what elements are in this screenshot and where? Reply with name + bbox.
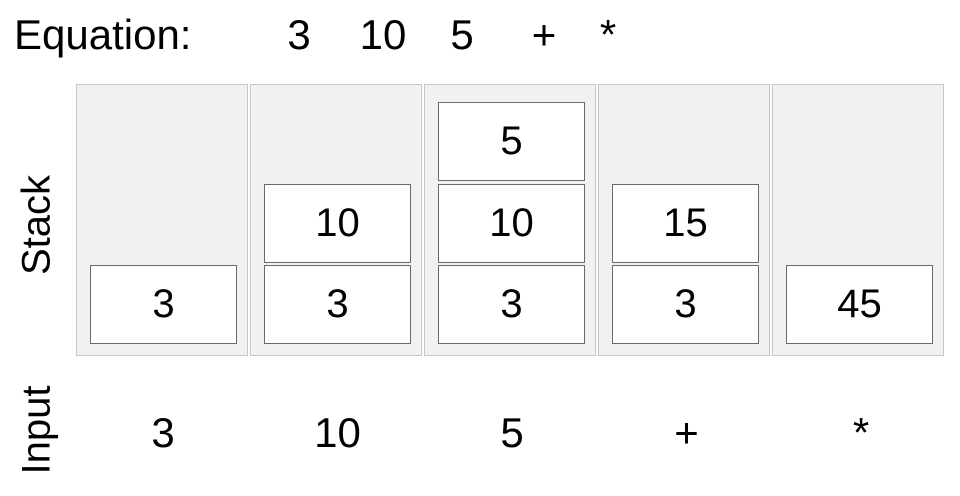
input-token: 3 bbox=[151, 409, 175, 456]
stack-column: 45 bbox=[772, 84, 944, 356]
equation-label: Equation: bbox=[14, 11, 192, 58]
input-token: 5 bbox=[500, 409, 524, 456]
equation-token: 10 bbox=[359, 11, 407, 58]
equation-token: * bbox=[599, 11, 617, 58]
stack-item: 10 bbox=[438, 184, 585, 263]
stack-item: 3 bbox=[612, 265, 759, 344]
input-token: * bbox=[852, 409, 870, 456]
stack-column: 3 15 bbox=[598, 84, 770, 356]
input-token: 10 bbox=[314, 409, 361, 456]
equation-token: 5 bbox=[450, 11, 474, 58]
stack-item: 10 bbox=[264, 184, 411, 263]
equation-token: 3 bbox=[287, 11, 311, 58]
stack-column: 3 bbox=[76, 84, 248, 356]
stack-column: 3 10 5 bbox=[424, 84, 596, 356]
stack-column: 3 10 bbox=[250, 84, 422, 356]
stack-item: 5 bbox=[438, 102, 585, 181]
stack-item: 15 bbox=[612, 184, 759, 263]
input-label: Input bbox=[14, 385, 59, 475]
equation-token: + bbox=[531, 11, 557, 58]
stack-label: Stack bbox=[14, 174, 59, 276]
input-token: + bbox=[674, 409, 699, 456]
stack-item: 45 bbox=[786, 265, 933, 344]
stack-item: 3 bbox=[90, 265, 237, 344]
stack-item: 3 bbox=[438, 265, 585, 344]
stack-item: 3 bbox=[264, 265, 411, 344]
